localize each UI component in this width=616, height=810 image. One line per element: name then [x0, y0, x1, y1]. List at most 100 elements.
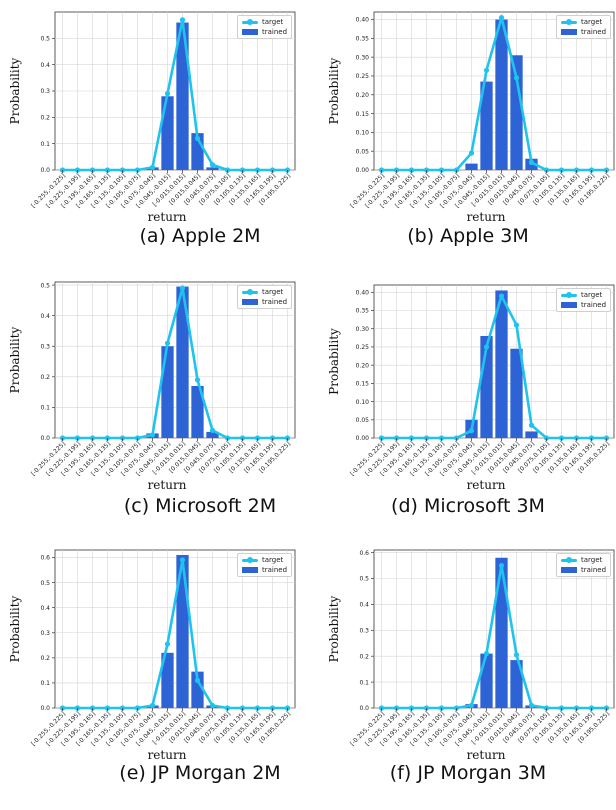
legend-label: trained	[581, 566, 607, 574]
bar-trained	[525, 431, 538, 438]
subfigure-caption: (d) Microsoft 3M	[391, 495, 545, 517]
subfigure-caption: (e) JP Morgan 2M	[119, 762, 281, 784]
point-target	[194, 135, 201, 141]
y-tick-label: 0.2	[40, 655, 50, 662]
line-target	[62, 286, 288, 440]
legend: target trained	[556, 553, 612, 577]
point-target	[194, 677, 201, 684]
y-tick-label: 0.20	[356, 362, 370, 369]
bar-trained	[480, 81, 493, 170]
subfigure-caption: (f) JP Morgan 3M	[389, 762, 547, 784]
bar-trained	[191, 386, 204, 438]
y-axis-label: Probability	[8, 57, 22, 124]
y-tick-label: 0.1	[359, 679, 369, 686]
legend-item-trained: trained	[561, 565, 606, 575]
subfigure-caption: (a) Apple 2M	[139, 225, 261, 247]
bar-trained	[206, 431, 219, 438]
point-target	[498, 15, 505, 21]
y-axis-label: Probability	[327, 57, 341, 124]
legend-label: target	[581, 18, 603, 26]
y-tick-label: 0.15	[356, 381, 370, 388]
legend: target trained	[556, 288, 612, 312]
legend: target trained	[237, 553, 293, 577]
point-target	[468, 702, 475, 709]
bar-swatch-icon	[242, 567, 258, 573]
point-target	[483, 67, 490, 73]
point-target	[164, 340, 171, 346]
legend-label: target	[262, 556, 284, 564]
y-tick-label: 0.10	[356, 130, 370, 137]
bar-trained	[495, 557, 508, 708]
point-target	[528, 422, 535, 428]
y-tick-label: 0.5	[40, 580, 50, 587]
circle-marker-icon	[242, 288, 258, 295]
legend-item-trained: trained	[242, 27, 287, 37]
legend-label: trained	[262, 298, 288, 306]
legend-label: target	[262, 288, 284, 296]
y-tick-label: 0.0	[40, 435, 50, 442]
point-target	[468, 150, 475, 156]
y-tick-label: 0.30	[356, 54, 370, 61]
legend-item-target: target	[242, 17, 287, 27]
y-tick-label: 0.3	[40, 343, 50, 350]
y-tick-label: 0.0	[40, 705, 50, 712]
y-tick-label: 0.1	[40, 680, 50, 687]
y-tick-label: 0.4	[40, 62, 50, 69]
line-target	[381, 294, 607, 440]
y-tick-label: 0.00	[356, 167, 370, 174]
point-target	[513, 322, 520, 328]
bar-trained	[176, 22, 189, 171]
bar-trained	[465, 163, 478, 170]
point-target	[179, 17, 186, 23]
legend: target trained	[237, 285, 293, 309]
legend-item-target: target	[561, 555, 606, 565]
legend-item-trained: trained	[242, 565, 287, 575]
legend-label: target	[262, 18, 284, 26]
line-target	[381, 16, 607, 172]
y-tick-label: 0.3	[40, 88, 50, 95]
legend-label: target	[581, 556, 603, 564]
line-target	[381, 564, 607, 710]
y-tick-label: 0.30	[356, 326, 370, 333]
point-target	[209, 162, 216, 168]
x-axis-label: return	[148, 210, 187, 224]
y-tick-label: 0.2	[359, 653, 369, 660]
point-target	[209, 427, 216, 433]
y-tick-label: 0.6	[40, 555, 50, 562]
y-tick-label: 0.4	[40, 605, 50, 612]
x-axis-label: return	[467, 748, 506, 762]
point-target	[149, 702, 156, 709]
point-target	[179, 285, 186, 291]
point-target	[194, 377, 201, 383]
y-tick-label: 0.40	[356, 17, 370, 24]
legend-label: trained	[581, 28, 607, 36]
legend-item-target: target	[561, 17, 606, 27]
point-target	[483, 344, 490, 350]
y-axis-label: Probability	[8, 326, 22, 393]
point-target	[164, 641, 171, 647]
circle-marker-icon	[561, 18, 577, 25]
y-tick-label: 0.20	[356, 92, 370, 99]
legend-item-target: target	[242, 555, 287, 565]
legend: target trained	[556, 15, 612, 39]
bar-trained	[191, 671, 204, 708]
bar-trained	[176, 286, 189, 438]
x-axis-label: return	[467, 210, 506, 224]
y-tick-label: 0.3	[40, 630, 50, 637]
y-tick-label: 0.15	[356, 111, 370, 118]
y-tick-label: 0.35	[356, 308, 370, 315]
line-target	[62, 18, 288, 172]
bar-swatch-icon	[242, 29, 258, 35]
y-tick-label: 0.2	[40, 374, 50, 381]
legend-label: trained	[581, 301, 607, 309]
point-target	[164, 91, 171, 97]
legend-item-trained: trained	[561, 300, 606, 310]
y-tick-label: 0.3	[359, 627, 369, 634]
legend-item-target: target	[561, 290, 606, 300]
y-tick-label: 0.0	[40, 167, 50, 174]
y-tick-label: 0.0	[359, 705, 369, 712]
bar-trained	[206, 167, 219, 170]
